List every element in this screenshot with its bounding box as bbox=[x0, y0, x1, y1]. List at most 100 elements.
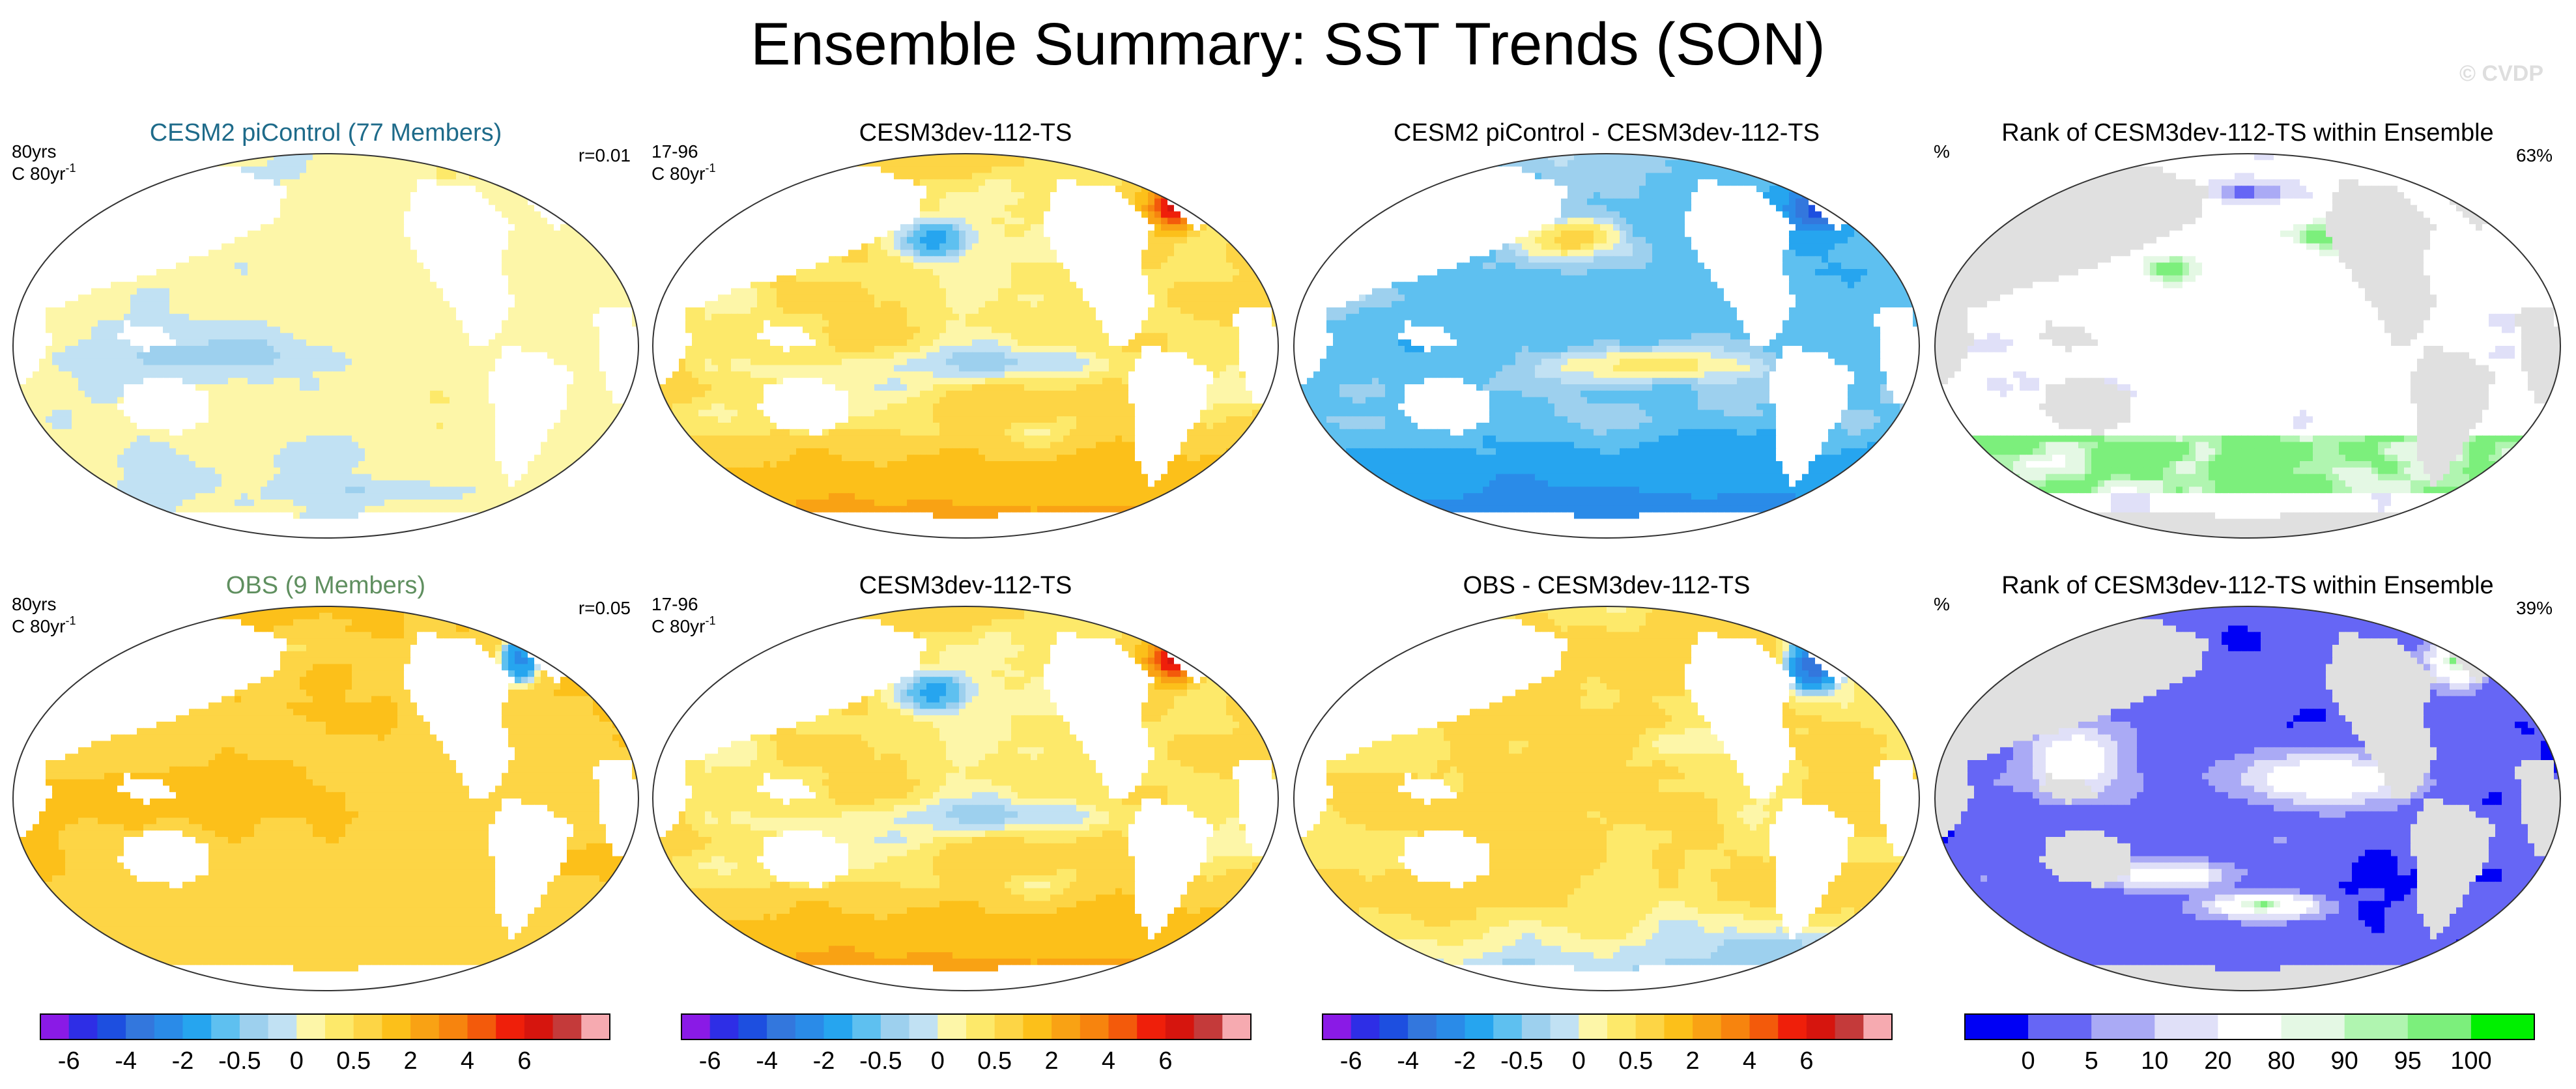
colorbar-tick-label: 0 bbox=[931, 1047, 945, 1075]
colorbar-box bbox=[524, 1014, 554, 1040]
colorbar-tick-label: -6 bbox=[58, 1047, 80, 1075]
colorbar-box bbox=[467, 1014, 496, 1040]
colorbar-box bbox=[1806, 1014, 1836, 1040]
map-field-1 bbox=[13, 154, 638, 538]
page-title: Ensemble Summary: SST Trends (SON) bbox=[0, 10, 2576, 79]
colorbar-tick-label: 0 bbox=[290, 1047, 304, 1075]
colorbar-tick-label: 2 bbox=[1686, 1047, 1700, 1075]
colorbar-tick-label: -4 bbox=[756, 1047, 778, 1075]
panel-period: 80yrs bbox=[12, 141, 56, 162]
colorbar-box bbox=[1693, 1014, 1722, 1040]
colorbar-box bbox=[1863, 1014, 1893, 1040]
pattern-correlation: r=0.01 bbox=[579, 145, 631, 165]
map-field-6 bbox=[653, 606, 1278, 991]
colorbar-box bbox=[239, 1014, 269, 1040]
colorbar-box bbox=[1023, 1014, 1052, 1040]
colorbar-tick-label: -6 bbox=[699, 1047, 721, 1075]
colorbar-box bbox=[1137, 1014, 1166, 1040]
colorbar-box bbox=[2091, 1014, 2155, 1040]
map-border bbox=[12, 153, 639, 539]
map-border bbox=[1934, 153, 2561, 539]
colorbar-box bbox=[1323, 1014, 1352, 1040]
colorbar-box bbox=[795, 1014, 825, 1040]
map-border bbox=[1934, 606, 2561, 991]
map-panel-6: CESM3dev-112-TS 17-96C 80yr-1 bbox=[651, 572, 1279, 991]
map-border bbox=[652, 606, 1279, 991]
colorbar-box bbox=[1493, 1014, 1523, 1040]
colorbar-box bbox=[823, 1014, 853, 1040]
colorbar-box bbox=[353, 1014, 382, 1040]
colorbar-tick-label: 6 bbox=[517, 1047, 531, 1075]
colorbar-tick-label: 5 bbox=[2085, 1047, 2098, 1075]
colorbar-box bbox=[2154, 1014, 2218, 1040]
panel-title: OBS (9 Members) bbox=[226, 572, 425, 599]
map-panel-4: Rank of CESM3dev-112-TS within Ensemble%… bbox=[1934, 119, 2561, 539]
colorbar-box bbox=[581, 1014, 610, 1040]
colorbar-tick-label: 4 bbox=[1102, 1047, 1115, 1075]
panel-period: 80yrs bbox=[12, 594, 56, 614]
colorbar-box bbox=[2344, 1014, 2409, 1040]
colorbar-box bbox=[1521, 1014, 1551, 1040]
colorbar-box bbox=[1835, 1014, 1864, 1040]
colorbar-box bbox=[994, 1014, 1023, 1040]
colorbar-box bbox=[767, 1014, 796, 1040]
colorbar-box bbox=[382, 1014, 411, 1040]
colorbar-tick-label: 2 bbox=[1045, 1047, 1059, 1075]
cvdp-watermark: © CVDP bbox=[2459, 61, 2543, 87]
colorbar-box bbox=[2218, 1014, 2282, 1040]
colorbar-box bbox=[97, 1014, 126, 1040]
colorbar-tick-label: -4 bbox=[1397, 1047, 1419, 1075]
colorbar-box bbox=[68, 1014, 98, 1040]
colorbar-box bbox=[1778, 1014, 1807, 1040]
panel-units: % bbox=[1934, 141, 1950, 162]
panel-units: % bbox=[1934, 594, 1950, 614]
colorbar-box bbox=[268, 1014, 297, 1040]
colorbar-1: -6 -4 -2 -0.5 0 0.5 2 4 6 bbox=[40, 1013, 610, 1075]
colorbar-tick-label: 0 bbox=[1572, 1047, 1586, 1075]
colorbar-tick-label: 90 bbox=[2331, 1047, 2358, 1075]
colorbar-tick-label: -2 bbox=[1454, 1047, 1476, 1075]
colorbar-box bbox=[1550, 1014, 1579, 1040]
colorbar-box bbox=[1351, 1014, 1380, 1040]
panel-title: OBS - CESM3dev-112-TS bbox=[1463, 572, 1751, 599]
map-field-5 bbox=[13, 606, 638, 991]
colorbar-box bbox=[1749, 1014, 1779, 1040]
panel-units: C 80yr-1 bbox=[651, 614, 715, 636]
map-border bbox=[652, 153, 1279, 539]
colorbar-tick-label: 80 bbox=[2267, 1047, 2295, 1075]
colorbar-tick-label: 95 bbox=[2394, 1047, 2422, 1075]
colorbar-box bbox=[1222, 1014, 1252, 1040]
panel-title: CESM2 piControl (77 Members) bbox=[150, 119, 502, 147]
colorbar-box bbox=[1965, 1014, 2029, 1040]
pattern-correlation: r=0.05 bbox=[579, 598, 631, 618]
colorbar-box bbox=[438, 1014, 468, 1040]
colorbar-box bbox=[681, 1014, 711, 1040]
panel-title: CESM3dev-112-TS bbox=[859, 572, 1072, 599]
colorbar-box bbox=[182, 1014, 212, 1040]
colorbar-3: -6 -4 -2 -0.5 0 0.5 2 4 6 bbox=[1322, 1013, 1893, 1075]
panel-title: CESM2 piControl - CESM3dev-112-TS bbox=[1394, 119, 1820, 147]
colorbar-tick-label: -0.5 bbox=[859, 1047, 902, 1075]
map-border bbox=[12, 606, 639, 991]
colorbar-box bbox=[1108, 1014, 1138, 1040]
panel-units: C 80yr-1 bbox=[651, 162, 715, 184]
panel-period: 17-96 bbox=[651, 594, 698, 614]
colorbar-tick-label: -2 bbox=[172, 1047, 194, 1075]
colorbar-box bbox=[1579, 1014, 1608, 1040]
colorbar-tick-label: 4 bbox=[461, 1047, 474, 1075]
colorbar-tick-label: -0.5 bbox=[1500, 1047, 1543, 1075]
panel-units: C 80yr-1 bbox=[12, 162, 76, 184]
map-border bbox=[1293, 606, 1920, 991]
colorbar-box bbox=[909, 1014, 938, 1040]
map-field-7 bbox=[1294, 606, 1919, 991]
colorbar-box bbox=[1379, 1014, 1409, 1040]
colorbar-box bbox=[1635, 1014, 1665, 1040]
colorbar-box bbox=[880, 1014, 910, 1040]
colorbar-box bbox=[937, 1014, 967, 1040]
map-field-2 bbox=[653, 154, 1278, 538]
colorbar-tick-label: 6 bbox=[1158, 1047, 1172, 1075]
colorbar-tick-label: -4 bbox=[115, 1047, 137, 1075]
colorbar-box bbox=[1080, 1014, 1109, 1040]
